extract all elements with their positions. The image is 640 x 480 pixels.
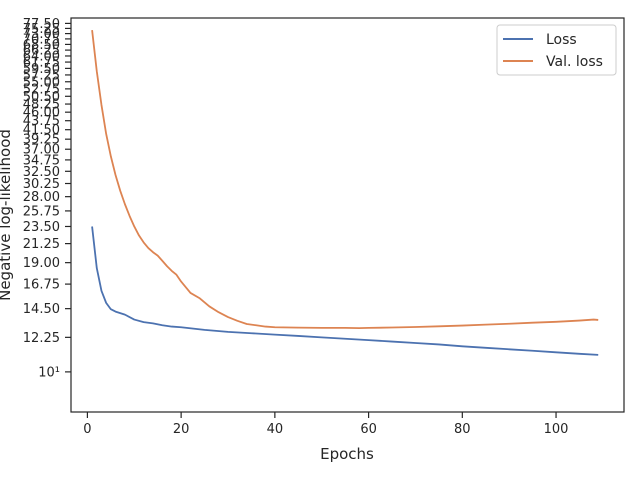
y-tick-label: 32.50 [23, 165, 60, 180]
y-tick-label: 43.75 [23, 114, 60, 129]
legend: Loss Val. loss [496, 24, 617, 76]
y-tick-label: 52.75 [23, 82, 60, 97]
y-tick-label: 39.25 [23, 133, 60, 148]
y-tick-label: 68.50 [23, 38, 60, 53]
x-axis-label: Epochs [320, 445, 374, 463]
y-tick-label: 73.00 [23, 27, 60, 42]
y-tick-label: 61.75 [23, 56, 60, 71]
x-tick-label: 0 [83, 422, 91, 437]
x-tick-label: 60 [360, 422, 377, 437]
y-tick-label: 48.25 [23, 98, 60, 113]
y-tick-label: 50.50 [23, 90, 60, 105]
y-tick-label: 30.25 [23, 177, 60, 192]
legend-label-val-loss: Val. loss [546, 54, 603, 70]
x-tick-label: 100 [544, 422, 569, 437]
y-tick-label: 41.50 [23, 123, 60, 138]
legend-box [496, 24, 617, 76]
y-tick-label: 21.25 [23, 237, 60, 252]
y-tick-label: 19.00 [23, 256, 60, 271]
y-tick-label: 75.25 [23, 22, 60, 37]
series-line-val-loss [91, 30, 599, 330]
y-tick-label: 66.25 [23, 44, 60, 59]
y-tick-label: 28.00 [23, 190, 60, 205]
y-tick-label: 57.25 [23, 68, 60, 83]
y-tick-label: 77.50 [23, 17, 60, 32]
y-tick-label: 70.75 [23, 32, 60, 47]
x-tick-label: 20 [173, 422, 190, 437]
y-tick-label: 64.00 [23, 49, 60, 64]
y-tick-label: 25.75 [23, 204, 60, 219]
y-axis-label: Negative log-likelihood [0, 129, 14, 301]
x-tick-label: 40 [267, 422, 284, 437]
y-tick-label: 10¹ [38, 365, 60, 380]
y-tick-label: 59.50 [23, 62, 60, 77]
y-tick-label: 12.25 [23, 331, 60, 346]
y-tick-label: 14.50 [23, 302, 60, 317]
plot-frame [70, 17, 625, 413]
x-tick-label: 80 [454, 422, 471, 437]
y-tick-label: 55.00 [23, 75, 60, 90]
y-tick-label: 23.50 [23, 220, 60, 235]
y-tick-label: 37.00 [23, 143, 60, 158]
y-tick-label: 16.75 [23, 278, 60, 293]
y-tick-label: 46.00 [23, 106, 60, 121]
plot-area [71, 18, 624, 412]
legend-label-loss: Loss [546, 32, 577, 48]
y-tick-label: 34.75 [23, 153, 60, 168]
series-line-loss [91, 226, 599, 356]
